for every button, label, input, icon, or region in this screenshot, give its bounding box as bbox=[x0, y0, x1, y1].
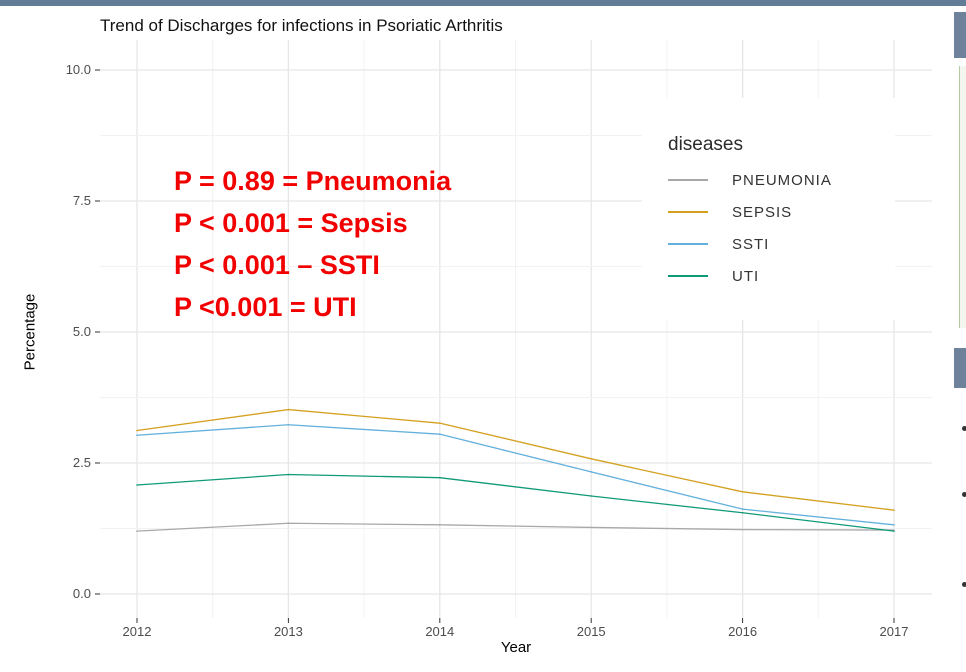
x-tick-label: 2017 bbox=[880, 624, 909, 639]
data-point-sepsis bbox=[287, 408, 290, 411]
annotation-uti: P <0.001 = UTI bbox=[174, 292, 357, 322]
data-point-uti bbox=[741, 511, 744, 514]
data-point-uti bbox=[136, 484, 138, 486]
data-point-ssti bbox=[136, 434, 138, 437]
data-point-uti bbox=[439, 476, 441, 479]
y-tick-label: 5.0 bbox=[73, 324, 91, 339]
data-point-ssti bbox=[287, 423, 290, 426]
chart-title: Trend of Discharges for infections in Ps… bbox=[100, 16, 503, 35]
y-tick-label: 10.0 bbox=[66, 62, 91, 77]
series-line-pneumonia bbox=[136, 522, 895, 532]
x-tick-label: 2014 bbox=[425, 624, 454, 639]
data-point-pneumonia bbox=[287, 522, 290, 525]
data-point-ssti bbox=[741, 508, 744, 510]
y-axis-title: Percentage bbox=[21, 293, 39, 371]
bullet-point bbox=[962, 582, 966, 587]
data-point-uti bbox=[287, 473, 290, 476]
legend-title: diseases bbox=[668, 134, 743, 155]
legend-label: SEPSIS bbox=[732, 203, 793, 221]
panel-header-bar bbox=[954, 348, 966, 388]
legend-item-ssti: SSTI bbox=[668, 234, 769, 254]
legend-swatch bbox=[668, 243, 708, 245]
data-point-sepsis bbox=[893, 509, 895, 511]
adjacent-slide-panel bbox=[936, 6, 966, 672]
data-point-ssti bbox=[590, 471, 592, 473]
data-point-sepsis bbox=[741, 491, 744, 493]
data-point-ssti bbox=[439, 433, 441, 435]
data-point-pneumonia bbox=[439, 524, 441, 526]
legend-label: UTI bbox=[732, 267, 760, 285]
legend-item-uti: UTI bbox=[668, 266, 759, 286]
data-point-ssti bbox=[893, 524, 895, 526]
legend-item-sepsis: SEPSIS bbox=[668, 202, 792, 222]
data-point-uti bbox=[893, 530, 895, 532]
annotation-sepsis: P < 0.001 = Sepsis bbox=[174, 208, 408, 238]
legend-swatch bbox=[668, 211, 708, 213]
legend-swatch bbox=[668, 275, 708, 277]
bullet-point bbox=[962, 492, 966, 497]
legend: diseases PNEUMONIA SEPSIS SSTI UTI bbox=[642, 98, 895, 320]
data-point-pneumonia bbox=[136, 530, 138, 532]
x-tick-label: 2012 bbox=[123, 624, 152, 639]
series-line-ssti bbox=[136, 424, 895, 526]
p-value-annotations: P = 0.89 = Pneumonia P < 0.001 = Sepsis … bbox=[174, 160, 451, 328]
x-tick-label: 2015 bbox=[577, 624, 606, 639]
data-point-pneumonia bbox=[590, 526, 592, 529]
top-bar bbox=[0, 0, 966, 6]
x-tick-label: 2016 bbox=[728, 624, 757, 639]
legend-label: SSTI bbox=[732, 235, 770, 253]
y-tick-label: 7.5 bbox=[73, 193, 91, 208]
legend-item-pneumonia: PNEUMONIA bbox=[668, 170, 832, 190]
data-point-sepsis bbox=[590, 458, 592, 460]
panel-header-bar bbox=[954, 12, 966, 58]
series-line-sepsis bbox=[136, 408, 895, 511]
legend-label: PNEUMONIA bbox=[732, 171, 832, 189]
x-tick-label: 2013 bbox=[274, 624, 303, 639]
data-point-sepsis bbox=[439, 422, 441, 424]
annotation-ssti: P < 0.001 – SSTI bbox=[174, 250, 380, 280]
data-point-uti bbox=[590, 495, 592, 497]
series-line-uti bbox=[136, 473, 895, 532]
annotation-pneumonia: P = 0.89 = Pneumonia bbox=[174, 166, 452, 196]
y-tick-label: 2.5 bbox=[73, 455, 91, 470]
legend-swatch bbox=[668, 179, 708, 181]
x-axis-title: Year bbox=[501, 639, 531, 656]
panel-table-edge bbox=[959, 66, 966, 328]
data-point-pneumonia bbox=[741, 528, 744, 531]
data-point-sepsis bbox=[136, 429, 138, 432]
bullet-point bbox=[962, 426, 966, 431]
y-tick-label: 0.0 bbox=[73, 586, 91, 601]
